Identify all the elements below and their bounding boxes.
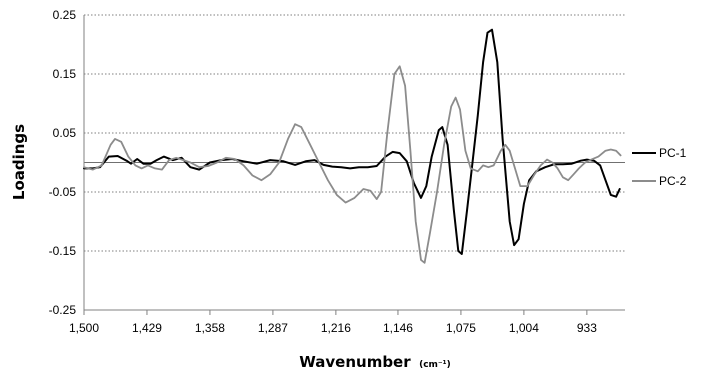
y-axis-tick-labels: 0.25 0.15 0.05 -0.05 -0.15 -0.25 xyxy=(49,8,77,317)
y-tick-label: -0.25 xyxy=(49,303,77,317)
series-line-pc-2 xyxy=(83,65,622,264)
x-tick-label: 1,075 xyxy=(446,321,476,335)
x-axis-unit: (cm⁻¹) xyxy=(419,360,451,370)
x-axis-title: Wavenumber (cm⁻¹) xyxy=(299,353,450,371)
y-tick-label: 0.15 xyxy=(53,67,77,81)
x-tick-label: 1,216 xyxy=(321,321,351,335)
y-axis-title: Loadings xyxy=(10,124,28,200)
y-tick-label: 0.25 xyxy=(53,8,77,22)
x-tick-label: 1,146 xyxy=(383,321,413,335)
x-tick-label: 933 xyxy=(577,321,597,335)
y-tick-label: 0.05 xyxy=(53,126,77,140)
legend-label-pc1: PC-1 xyxy=(659,146,687,160)
x-tick-label: 1,500 xyxy=(69,321,99,335)
x-tick-label: 1,429 xyxy=(132,321,162,335)
x-axis-tick-labels: 1,500 1,429 1,358 1,287 1,216 1,146 1,075 1,004… xyxy=(69,321,597,335)
x-tick-label: 1,287 xyxy=(258,321,288,335)
axes xyxy=(83,15,625,315)
series-line-pc-1 xyxy=(83,28,621,255)
x-tick-label: 1,004 xyxy=(509,321,539,335)
legend: PC-1 PC-2 xyxy=(632,146,687,188)
legend-label-pc2: PC-2 xyxy=(659,174,687,188)
y-tick-label: -0.15 xyxy=(49,244,77,258)
gridlines xyxy=(84,14,625,252)
x-axis-title-text: Wavenumber xyxy=(299,353,411,371)
series-lines xyxy=(83,28,622,264)
x-tick-label: 1,358 xyxy=(195,321,225,335)
y-tick-label: -0.05 xyxy=(49,185,77,199)
